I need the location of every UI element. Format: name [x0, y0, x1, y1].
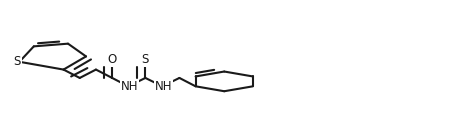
Text: NH: NH — [154, 80, 172, 93]
Text: O: O — [107, 53, 117, 66]
Text: NH: NH — [120, 80, 138, 93]
Text: S: S — [14, 55, 21, 68]
Text: S: S — [142, 53, 149, 66]
